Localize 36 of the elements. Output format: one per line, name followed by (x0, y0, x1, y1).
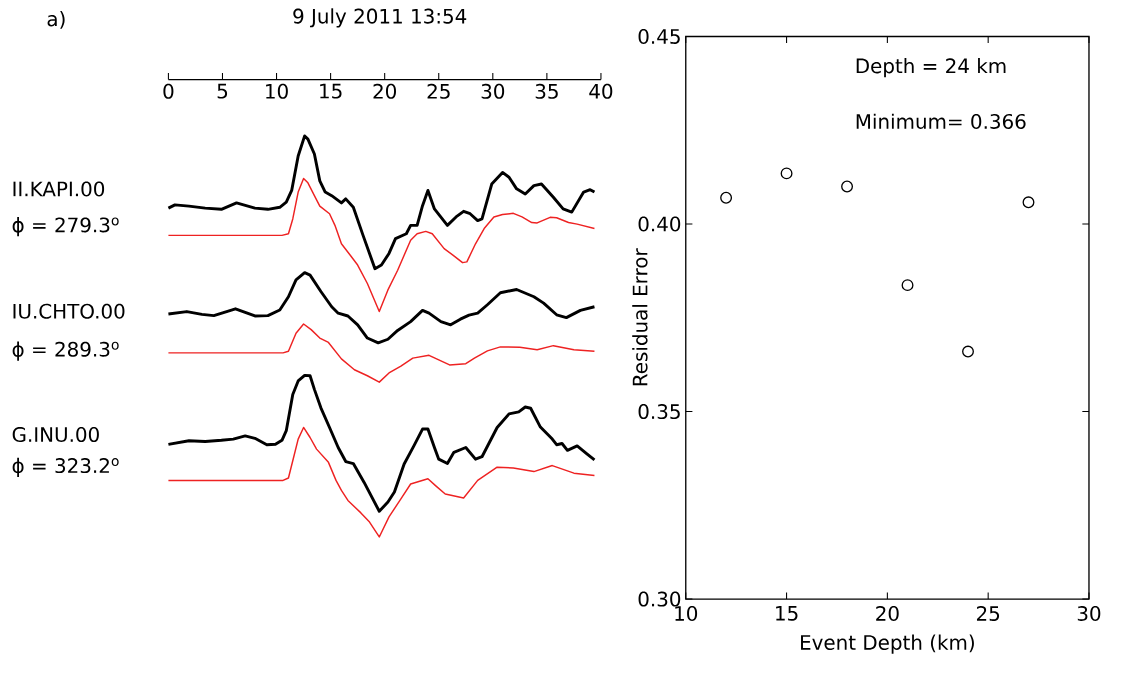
y-tick-label: 0.45 (638, 28, 680, 44)
text: ϕ = 289.3$^{o}$ (12, 341, 119, 361)
annotation: Depth = 24 km (856, 57, 1006, 78)
x-tick-label: 25 (976, 605, 1000, 621)
x-tick-label: 10 (675, 605, 698, 621)
x-tick-label: 5 (217, 83, 228, 99)
y-tick-label: 0.30 (638, 591, 681, 607)
text: a) (47, 10, 65, 29)
x-tick-label: 30 (1077, 605, 1101, 621)
x-tick-label: 40 (589, 83, 613, 99)
y-tick-label: 0.40 (638, 216, 681, 232)
text: G.INU.00 (12, 426, 99, 442)
x-tick-label: 30 (481, 83, 505, 99)
chart-title: 9 July 2011 13:54 (293, 8, 467, 28)
point (841, 180, 854, 193)
x-tick-label: 20 (876, 605, 899, 621)
y-tick-label: 0.35 (638, 403, 680, 420)
x-tick-label: 10 (266, 83, 288, 99)
point (720, 191, 733, 204)
point (1022, 196, 1035, 209)
x-tick-label: 35 (535, 83, 558, 99)
x-tick-label: 25 (427, 83, 450, 99)
text: II.KAPI.00 (13, 181, 105, 197)
text: ϕ = 323.2$^{o}$ (12, 457, 119, 477)
y-axis-title: Residual Error (632, 248, 648, 386)
x-tick-label: 20 (373, 83, 397, 99)
text: ϕ = 279.3$^{o}$ (12, 217, 119, 237)
x-tick-label: 15 (320, 83, 342, 99)
text: IU.CHTO.00 (13, 303, 125, 319)
annotation: Minimum= 0.366 (856, 113, 1026, 129)
point (780, 167, 793, 180)
point (962, 345, 974, 358)
point (901, 279, 914, 292)
x-axis-title: Event Depth (km) (801, 634, 974, 654)
x-tick-label: 15 (776, 605, 798, 621)
x-tick-label: 0 (163, 83, 174, 99)
